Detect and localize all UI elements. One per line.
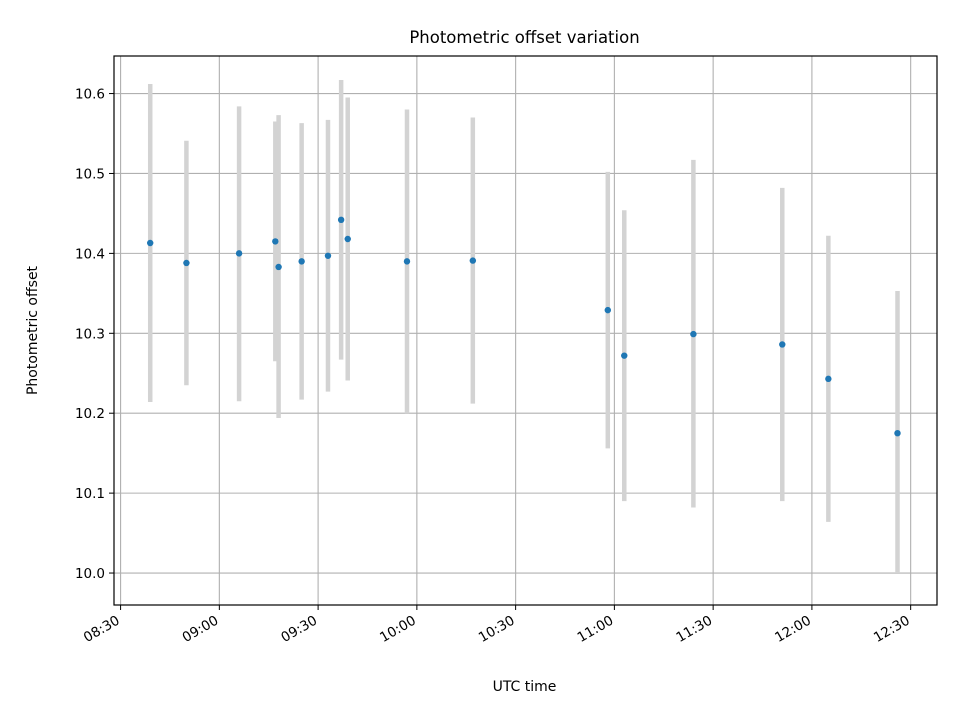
x-tick-label: 12:30 xyxy=(871,613,913,646)
error-bars xyxy=(147,79,900,574)
data-point xyxy=(344,235,351,243)
y-tick-label: 10.5 xyxy=(75,166,105,182)
data-point xyxy=(337,216,345,224)
x-axis: 08:30 09:00 09:30 10:00 10:30 11:00 11:30 12:00… xyxy=(81,605,913,646)
y-tick-label: 10.4 xyxy=(75,246,105,262)
data-point xyxy=(275,263,282,271)
x-tick-label: 11:00 xyxy=(575,613,617,646)
data-point xyxy=(604,306,611,314)
data-point xyxy=(235,250,243,257)
data-point xyxy=(825,375,832,383)
x-axis-label: UTC time xyxy=(493,679,557,695)
data-points xyxy=(147,216,901,437)
y-tick-label: 10.1 xyxy=(75,486,105,502)
data-point xyxy=(690,330,697,338)
y-tick-label: 10.3 xyxy=(75,326,105,342)
y-tick-label: 10.2 xyxy=(75,406,105,422)
data-point xyxy=(894,429,901,437)
data-point xyxy=(183,259,190,267)
x-tick-label: 12:00 xyxy=(772,613,814,646)
data-point xyxy=(403,258,411,265)
y-axis-label: Photometric offset xyxy=(25,265,41,395)
plot-frame xyxy=(113,55,938,606)
grid-lines xyxy=(114,56,937,605)
data-point xyxy=(147,239,154,247)
data-point xyxy=(469,257,477,264)
x-tick-label: 09:00 xyxy=(180,613,222,646)
x-tick-label: 10:30 xyxy=(476,613,518,646)
x-tick-label: 10:00 xyxy=(377,613,419,646)
data-point xyxy=(324,252,332,259)
data-point xyxy=(779,341,786,348)
data-point xyxy=(272,238,279,245)
data-point xyxy=(298,258,305,265)
y-axis: 10.0 10.1 10.2 10.3 10.4 10.5 10.6 xyxy=(75,87,114,582)
y-tick-label: 10.6 xyxy=(75,87,105,103)
data-point xyxy=(621,352,628,359)
x-tick-label: 08:30 xyxy=(81,613,123,646)
chart-title: Photometric offset variation xyxy=(409,28,639,47)
x-tick-label: 11:30 xyxy=(673,613,715,646)
y-tick-label: 10.0 xyxy=(75,566,105,582)
x-tick-label: 09:30 xyxy=(278,613,320,646)
